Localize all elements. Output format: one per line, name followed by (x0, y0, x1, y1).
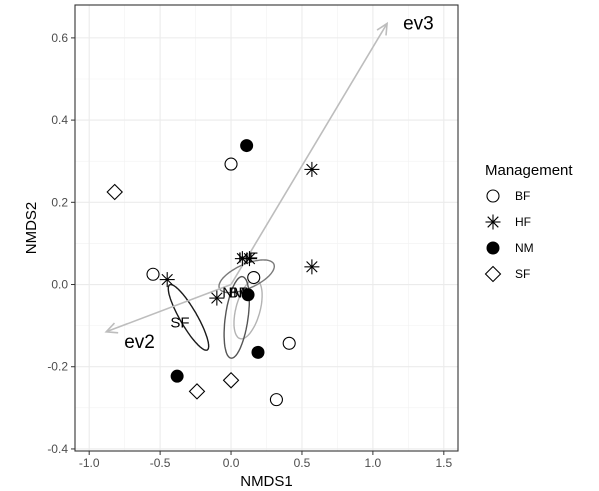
y-tick-label: 0.6 (51, 31, 68, 45)
x-tick-label: 0.5 (294, 456, 311, 470)
point-bf (282, 336, 296, 350)
x-tick-label: -1.0 (79, 456, 100, 470)
x-tick-label: 0.0 (223, 456, 240, 470)
x-tick-label: 1.5 (435, 456, 452, 470)
vector-label-ev3: ev3 (403, 13, 434, 34)
point-nm (241, 288, 255, 302)
point-bf (269, 393, 283, 407)
vector-arrowhead-ev2 (104, 322, 119, 334)
legend-key-nm (486, 241, 500, 255)
y-tick-label: 0.2 (51, 195, 68, 209)
centroid-label-nm: NM (222, 285, 245, 302)
vector-ev2 (105, 283, 232, 333)
point-bf (146, 267, 160, 281)
centroid-label-bf: BF (229, 285, 248, 302)
point-sf (188, 383, 206, 400)
legend-key-hf (485, 214, 501, 230)
centroid-label-hf: HF (238, 249, 258, 266)
centroid-label-sf: SF (170, 314, 189, 331)
y-tick-label: 0.0 (51, 278, 68, 292)
legend-label-bf: BF (515, 189, 530, 203)
vector-label-ev2: ev2 (124, 332, 155, 353)
ellipse-sf (167, 283, 210, 351)
point-hf (209, 290, 225, 306)
ellipse-bf (233, 278, 263, 340)
x-tick-label: 1.0 (365, 456, 382, 470)
point-hf (241, 251, 257, 267)
point-sf (222, 372, 240, 389)
point-nm (251, 345, 265, 359)
point-bf (247, 270, 261, 285)
y-tick-label: -0.4 (47, 442, 68, 456)
point-bf (224, 157, 238, 171)
point-nm (240, 139, 254, 153)
point-hf (159, 272, 175, 288)
y-tick-label: -0.2 (47, 360, 68, 374)
vectors: ev3 ev2 (104, 13, 434, 353)
data-points (106, 139, 320, 407)
legend-label-hf: HF (515, 215, 531, 229)
point-hf (304, 161, 320, 177)
vector-arrowhead-ev3 (376, 21, 389, 36)
legend-title: Management (485, 162, 573, 179)
legend: Management BF HF NM SF (484, 162, 573, 283)
vector-ev3 (230, 23, 388, 285)
axis-ticks: -1.0 -0.5 0.0 0.5 1.0 1.5 -0.4 -0.2 0.0 0.2 0.4 0.6 (47, 31, 452, 470)
legend-label-nm: NM (515, 241, 534, 255)
x-tick-label: -0.5 (150, 456, 171, 470)
y-tick-label: 0.4 (51, 113, 68, 127)
point-sf (106, 183, 123, 201)
point-hf (304, 259, 320, 275)
legend-key-bf (486, 189, 500, 203)
point-nm (170, 369, 184, 383)
x-axis-title: NMDS1 (240, 473, 293, 490)
legend-key-sf (484, 265, 502, 283)
plot-border (74, 4, 459, 452)
y-axis-title: NMDS2 (23, 202, 40, 255)
grid-lines (75, 5, 458, 451)
legend-label-sf: SF (515, 267, 530, 281)
